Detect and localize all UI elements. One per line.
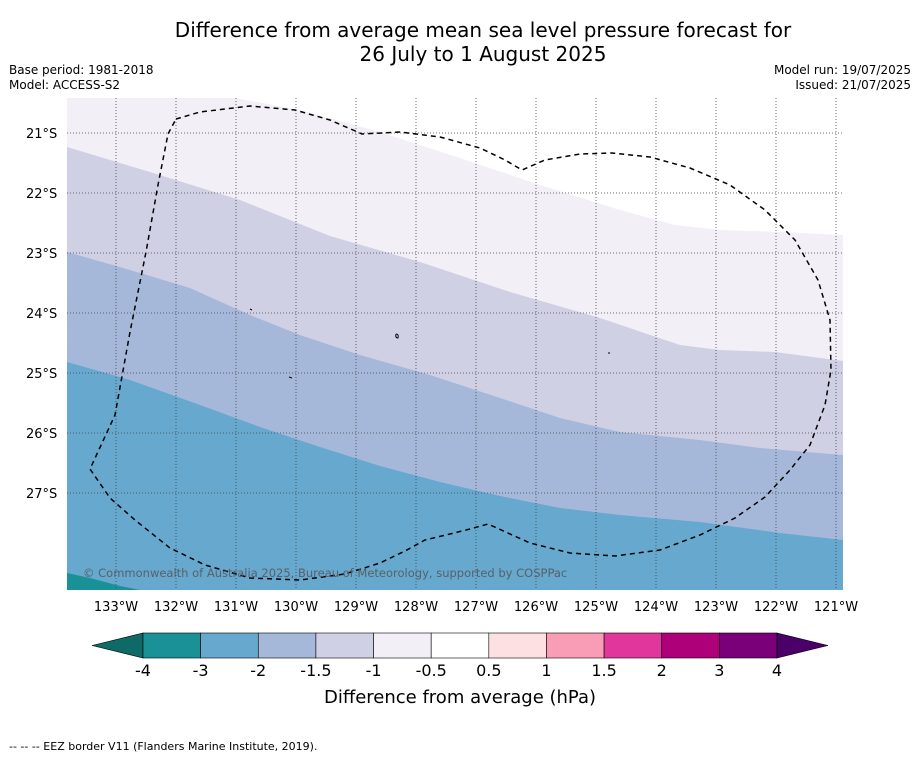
colorbar-swatch — [661, 632, 720, 659]
colorbar-tick: 1 — [541, 661, 551, 680]
title-line-2: 26 July to 1 August 2025 — [359, 42, 607, 66]
colorbar-swatch — [719, 632, 778, 659]
colorbar-swatch — [257, 632, 317, 659]
lat-label: 22°S — [26, 187, 57, 202]
colorbar-tick: -1 — [366, 661, 382, 680]
lon-label: 123°W — [694, 600, 738, 615]
colorbar-tick: 0.5 — [476, 661, 501, 680]
colorbar-over-arrow — [776, 632, 829, 659]
lon-label: 131°W — [214, 600, 258, 615]
lon-label: 132°W — [154, 600, 198, 615]
lon-label: 130°W — [274, 600, 318, 615]
model-name: Model: ACCESS-S2 — [9, 78, 121, 92]
colorbar-tick: 1.5 — [591, 661, 616, 680]
colorbar-swatch — [200, 632, 259, 659]
lat-label: 25°S — [26, 367, 57, 382]
lon-label: 121°W — [814, 600, 858, 615]
lat-label: 27°S — [26, 487, 57, 502]
lat-label: 24°S — [26, 307, 57, 322]
colorbar-ticks: -4 -3 -2 -1.5 -1 -0.5 0.5 1 1.5 2 3 4 — [135, 661, 782, 680]
lon-label: 127°W — [454, 600, 498, 615]
colorbar-under-arrow — [91, 632, 144, 659]
colorbar-swatch — [142, 632, 201, 659]
copyright-notice: © Commonwealth of Australia 2025, Bureau… — [83, 566, 567, 580]
colorbar-swatch — [373, 632, 432, 659]
colorbar-tick: 3 — [714, 661, 724, 680]
info-right: Model run: 19/07/2025 Issued: 21/07/2025 — [774, 63, 911, 93]
colorbar-swatch — [430, 632, 490, 659]
gridlines — [67, 98, 843, 590]
colorbar-swatch — [546, 632, 605, 659]
colorbar-tick: -4 — [135, 661, 151, 680]
colorbar-tick: -1.5 — [300, 661, 331, 680]
lon-label: 128°W — [394, 600, 438, 615]
colorbar-tick: 2 — [657, 661, 667, 680]
base-period: Base period: 1981-2018 — [9, 63, 154, 77]
lat-label: 21°S — [26, 127, 57, 142]
lon-label: 126°W — [514, 600, 558, 615]
chart-title: Difference from average mean sea level p… — [0, 18, 919, 66]
band-minus-two — [67, 362, 843, 590]
lat-label: 26°S — [26, 427, 57, 442]
lon-label: 125°W — [574, 600, 618, 615]
band-minus-three — [67, 573, 140, 590]
title-line-1: Difference from average mean sea level p… — [174, 18, 792, 42]
pressure-anomaly-map: © Commonwealth of Australia 2025, Bureau… — [67, 98, 843, 590]
colorbar — [91, 632, 829, 659]
lon-label: 122°W — [754, 600, 798, 615]
lat-label: 23°S — [26, 247, 57, 262]
colorbar-swatch — [315, 632, 374, 659]
lon-label: 129°W — [334, 600, 378, 615]
info-left: Base period: 1981-2018 Model: ACCESS-S2 — [9, 63, 154, 93]
latitude-labels: 21°S 22°S 23°S 24°S 25°S 26°S 27°S — [26, 127, 57, 502]
colorbar-tick: -0.5 — [416, 661, 447, 680]
colorbar-swatch — [603, 632, 663, 659]
issued-date: Issued: 21/07/2025 — [795, 78, 911, 92]
colorbar-tick: 4 — [772, 661, 782, 680]
eez-footnote: -- -- -- EEZ border V11 (Flanders Marine… — [9, 740, 318, 753]
islands — [249, 308, 610, 379]
lon-label: 133°W — [94, 600, 138, 615]
lon-label: 124°W — [634, 600, 678, 615]
longitude-labels: 133°W 132°W 131°W 130°W 129°W 128°W 127°W 126°W… — [94, 600, 858, 615]
colorbar-tick: -2 — [250, 661, 266, 680]
colorbar-swatch — [488, 632, 547, 659]
colorbar-label: Difference from average (hPa) — [324, 687, 596, 708]
model-run: Model run: 19/07/2025 — [773, 63, 911, 77]
eez-border — [89, 105, 832, 581]
colorbar-tick: -3 — [193, 661, 209, 680]
